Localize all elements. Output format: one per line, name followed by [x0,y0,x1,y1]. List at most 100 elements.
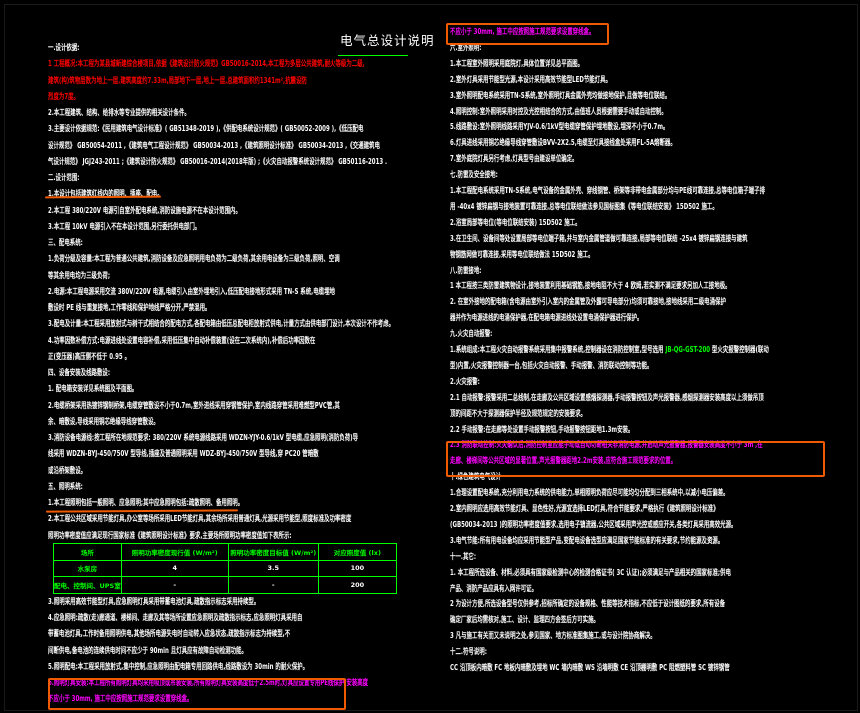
text-line: 7.室外庭院灯具另行考虑,灯具型号由建设单位确定。 [450,154,578,164]
text-line: 七.防雷及安全接地: [450,170,498,180]
text-line: 2.电源:本工程电源采用交流 380V/220V 电源,电缆引入由室外埋地引入,… [48,286,335,296]
text-line: 建筑(构)筑物层数为地上一层,建筑高度约7.33m,局部地下一层,地上一层,总建… [48,75,307,85]
text-line: 2.本工程建筑、结构、给排水等专业提供的相关设计条件。 [48,108,190,117]
annotation-box [446,23,609,45]
text-line: 1.负荷分级及容量:本工程为普通公共建筑,消防设备及应急照明用电负荷为二级负荷,… [48,254,340,264]
text-line: 2 为设计方便,所选设备型号仅供参考,招标所确定的设备规格、性能等技术指标,不应… [450,599,726,609]
title-underline [338,55,408,56]
text-line: 线采用 WDZN-BYJ-450/750V 型导线,插座及普通照明采用 WDZ-… [48,449,319,459]
text-line: 九.火灾自动报警: [450,329,493,339]
annotation-box [446,441,825,477]
table-row: 配电、控制间、UPS室 - - 200 [53,576,398,594]
text-line: 产品、消防产品应具有入网许可证。 [450,583,538,593]
text-line: 余、暗敷设,导线采用铜芯绝缘导线穿管敷设。 [48,416,159,426]
table-cell: 100 [317,559,398,578]
text-line: 1. 配电箱安装详见系统图及平面图。 [48,384,138,394]
table-header-cell: 照明功率密度目标值 (W/m²) [227,543,319,561]
right-column: 不应小于 30mm, 施工中应按照施工规范要求设置穿线盒。 六.室外照明: 1.本工… [448,0,838,713]
text-line: 1. 本工程所选设备、材料,必须具有国家级检测中心的检测合格证书( 3C 认证)… [450,567,731,577]
text-line: 2. 在室外接地的配电箱(含电源由室外引入室内的金属管及外露可导电部分)均须可靠… [450,297,726,307]
text-line: 走廊、楼梯间等公共区域的显著位置,声光报警器距地2.2m安装,应符合施工规范要求… [450,456,677,466]
text-line: 型)内置,火灾报警控制器一台,包括火灾自动报警、手动报警、消防联动控制等功能。 [450,360,653,370]
text-line: 确定厂家后均需核对,施工、设计、监理四方会签后方可实施。 [450,615,599,625]
text-line: 不应小于 30mm, 施工中应按照施工规范要求设置穿线盒。 [48,694,193,704]
text-line: 2.室内照明应选用高效节能灯具、显色性好,光源宜选择LED灯具,符合节能要求,严… [450,504,719,513]
text-line: 或沿桥架敷设。 [48,465,87,475]
text-line: 五、照明系统: [48,481,83,491]
text-line: 3.配电及计量:本工程采用放射式与树干式相结合的配电方式,各配电箱由低压总配电柜… [48,319,395,329]
text-line: CC 沿顶板内暗敷 FC 地板内暗敷及埋地 WC 墙内暗敷 WS 沿墙明敷 CE… [450,663,730,672]
model-number: JB-QG-GST-200 [665,345,711,354]
table-header-cell: 对应照度值 (lx) [317,543,398,561]
text-line: 正(变压器)高压侧不低于 0.95 。 [48,351,131,361]
table-header-row: 场所 照明功率密度现行值 (W/m²) 照明功率密度目标值 (W/m²) 对应照… [53,543,398,561]
text-line: 敷设时 PE 线与重复接地,工作零线和保护地线严格分开,严禁混用。 [48,303,211,312]
text-line: 2.本工程公共区域采用节能灯具,办公室等场所采用LED节能灯具,其余场所采用普通… [48,514,352,524]
text-line: 物钢筋网做可靠连接,采用等电位联结做法 15D502 施工。 [450,249,594,259]
text-line: 八.防雷接地: [450,265,482,275]
text-line: 等其余用电均为三级负荷; [48,270,111,280]
text-line: 2.火灾报警: [450,376,480,386]
text-line: 4.应急照明:疏散(走)廊通道、楼梯间、走廊及其等场所设置应急照明及疏散指示标志… [48,613,303,623]
text-line: 器并作为电源进线的电涌保护器,在配电箱电源进线处设置电涌保护器进行保护。 [450,313,643,323]
text-line: 1.本设计包括建筑红线内的照明、插座、配电。 [48,189,163,199]
text-line: 3.在卫生间、设备间等处设置局部等电位端子箱,并与室内金属管道做可靠连接,局部等… [450,233,748,243]
table-cell: - [120,576,229,594]
table-cell: 4 [120,559,229,578]
text-line: 间断供电,备电池的连续供电时间不应少于 90min 且灯具应有故障自动检测功能。 [48,645,247,655]
text-line: 2.浴室局部等电位(等电位联结安装) 15D502 施工。 [450,217,581,227]
text-line: 2.电缆桥架采用热镀锌钢制桥架,电缆穿管敷设不小于0.7m,室外进线采用穿钢管保… [48,400,340,410]
text-line: 不应小于 30mm, 施工中应按照施工规范要求设置穿线盒。 [450,27,595,36]
text-line: 十一.其它: [450,551,477,561]
text-line: 3.电气节能:所有用电设备均应采用节能型产品,变配电设备选型应满足国家节能标准的… [450,535,724,545]
text-line: 照明功率密度值应满足现行国家标准《建筑照明设计标准》要求,主要场所照明功率密度值… [48,530,292,540]
table-cell: 3.5 [227,559,319,578]
text-line: 6.照明灯具安装:本工程所有照明灯具均采用吸顶或吊装安装,所有照明灯具安装高度低… [48,678,369,687]
text-line: 用 -40x4 镀锌扁钢与接地装置可靠连接,总等电位联结做法参见国标图集《等电位… [450,201,718,211]
table-cell: 200 [317,576,398,594]
text-line: 一.设计依据: [48,43,80,52]
text-line: (GB50034-2013 )的照明功率密度值要求,选用电子镇流器,公共区域采用… [450,519,737,529]
text-line: 2.2 手动报警:在走廊等处设置手动报警按钮,手动报警按钮距地1.3m安装。 [450,424,634,434]
text-line: 带蓄电池灯具,工作时备用照明供电,其他场所电源失电时自动转入应急状态,疏散指示标… [48,629,291,639]
text-line: 1 工程概况:本工程为某县城新建综合楼项目,依据《建筑设计防火规范》GB5001… [48,59,365,69]
text-line: 6.灯具进线采用铜芯绝缘导线穿管敷设BVV-2X2.5,电缆至灯具接线盒处采用F… [450,138,676,148]
text-line: 3.照明采用高效节能型灯具,应急照明灯具采用带蓄电池灯具,疏散指示标志采用持续型… [48,597,260,606]
text-line: 3.消防设备电源线:按工程所在地规范要求: 380/220V 系统电源线路采用 … [48,433,359,442]
table-cell: 配电、控制间、UPS室 [53,576,122,594]
text-line: 2.1 自动报警:报警采用二总线制,在走廊及公共区域设置感烟探测器,手动报警按钮… [450,392,764,402]
text-line: 2.室外灯具采用节能型光源,本设计采用高效节能型LED节能灯具。 [450,74,612,84]
table-header-cell: 场所 [53,543,122,561]
left-column: 一.设计依据: 1 工程概况:本工程为某县城新建综合楼项目,依据《建筑设计防火规范… [44,0,406,713]
table-cell: 水泵房 [53,559,122,578]
annotation-box [48,678,346,710]
drawing-frame [4,4,858,711]
text-line: 5.线路敷设:室外照明线路采用YJV-0.6/1kV型电缆穿管保护埋地敷设,埋深… [450,122,669,132]
text-line: 六.室外照明: [450,42,482,52]
text-line: 5.照明配电:本工程采用放射式,集中控制,应急照明由配电箱专用回路供电,线路敷设… [48,661,309,671]
text-line: 气设计规范》 JGJ243-2011 ;《建筑设计防火规范》 GB50016-2… [48,156,388,166]
text-line: 二.设计范围: [48,173,80,182]
text-line: 烈度为7度。 [48,91,79,101]
text-line: 1 本工程按三类防雷建筑物设计,接地装置利用基础钢筋,接地电阻不大于 4 欧姆,… [450,281,731,291]
table-cell: - [227,576,319,594]
text-line: 十二.符号说明: [450,647,487,657]
text-line: 顶的间距不大于探测器保护半径及规范规定的安装要求。 [450,408,586,418]
table-header-cell: 照明功率密度现行值 (W/m²) [120,543,229,561]
text-line: 3 凡与施工有关而又未说明之处,参见国家、地方标准图集施工,或与设计院协商解决。 [450,631,656,641]
text-line: 1.本工程室外照明采用庭院灯,具体位置详见总平面图。 [450,58,584,68]
text-line: 4.功率因数补偿方式:电源进线处设置电容补偿,采用低压集中自动补偿装置(设在二次… [48,335,316,345]
text-line: 3.室外照明配电系统采用TN-S系统,室外照明灯具金属外壳均做接地保护,且做等电… [450,90,671,100]
table-row: 水泵房 4 3.5 100 [53,559,398,578]
text-line: 4.照明控制:室外照明采用时控及光控相结合的方式,由值班人员根据需要手动或自动控… [450,106,667,116]
text-line: 设计规范》 GB50054-2011 ,《建筑电气工程设计规范》 GB50034… [48,140,380,150]
text-line: 1.合理设置配电系统,充分利用电力系统的供电能力,单相照明负荷应尽可能均匀分配到… [450,488,729,498]
text-line: 2.3 消防联动控制:火灾确认后,消防控制室应能手动或自动切断相关非消防电源,并… [450,440,763,450]
text-line: 三、配电系统: [48,238,83,247]
lighting-power-density-table: 场所 照明功率密度现行值 (W/m²) 照明功率密度目标值 (W/m²) 对应照… [53,543,398,594]
text-line: 2.本工程 380/220V 电源引自室外配电系统,消防设施电源不在本设计范围内… [48,205,241,215]
text-line: 1.本工程配电系统采用TN-S系统,电气设备的金属外壳、穿线钢管、桥架等非带电金… [450,186,766,195]
text-line: 1.系统组成:本工程火灾自动报警系统采用集中报警系统,控制器设在消防控制室,型号… [450,345,769,354]
text-line: 3.主要设计依据规范:《民用建筑电气设计标准》( GB51348-2019 ),… [48,124,364,134]
text-line: 1.本工程照明包括一般照明、应急照明;其中应急照明包括:疏散照明、备用照明。 [48,498,244,507]
